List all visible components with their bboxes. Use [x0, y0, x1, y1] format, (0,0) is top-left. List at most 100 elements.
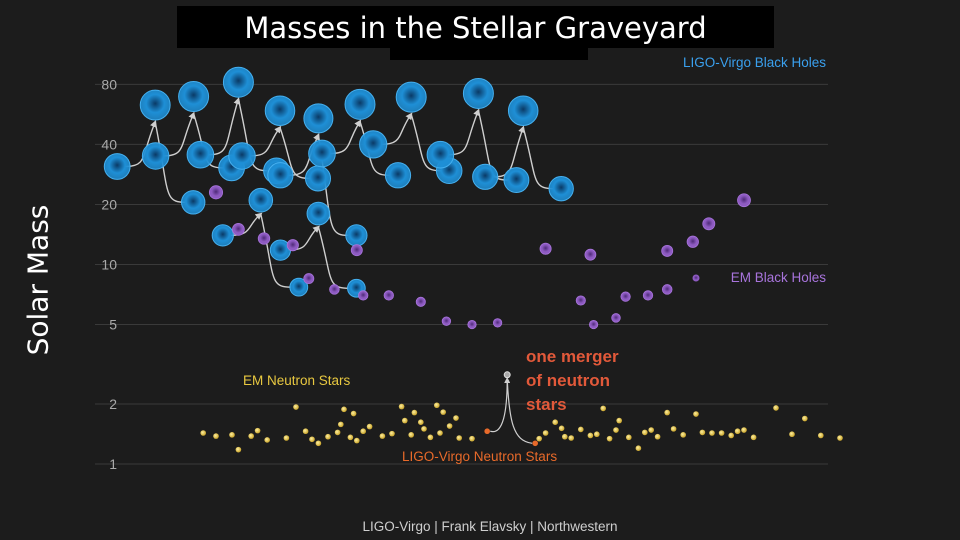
em-ns-point-27 — [418, 419, 424, 426]
em-bh-point-5 — [329, 284, 340, 295]
em-ns-point-37 — [536, 435, 542, 442]
em-ns-point-10 — [309, 436, 315, 443]
em-bh-point-22 — [702, 217, 716, 231]
em-ns-point-61 — [718, 430, 725, 436]
em-ns-point-38 — [542, 430, 549, 436]
legend-ligo-black-holes: LIGO-Virgo Black Holes — [683, 55, 826, 70]
em-ns-point-4 — [248, 433, 254, 439]
em-ns-point-49 — [616, 417, 622, 424]
em-ns-point-57 — [680, 432, 686, 438]
em-ns-point-55 — [664, 409, 670, 416]
em-ns-point-53 — [648, 427, 654, 433]
em-ns-point-42 — [568, 435, 574, 441]
em-bh-point-14 — [575, 295, 586, 306]
em-bh-point-10 — [441, 316, 452, 326]
em-ns-point-5 — [254, 427, 261, 434]
em-bh-point-12 — [492, 318, 503, 328]
ligo-bh-merger-0-component-1 — [103, 153, 131, 180]
ligo-bh-merger-5-component-1 — [308, 139, 336, 168]
em-ns-point-68 — [802, 415, 808, 422]
ligo-bh-merger-2-component-1 — [186, 140, 215, 169]
em-ns-point-36 — [469, 435, 475, 442]
y-tick-label: 2 — [109, 396, 117, 412]
em-bh-point-7 — [358, 290, 369, 301]
em-ns-point-15 — [341, 406, 347, 413]
em-ns-point-65 — [750, 434, 757, 441]
y-tick-label: 5 — [109, 317, 117, 333]
em-ns-point-69 — [818, 432, 824, 439]
legend-ligo-neutron-stars: LIGO-Virgo Neutron Stars — [402, 449, 557, 464]
ligo-bh-merger-9-remnant — [248, 187, 274, 213]
ligo-ns-merger-link-2 — [506, 378, 533, 444]
em-ns-point-52 — [642, 429, 648, 436]
annotation: one merger of neutron stars — [526, 347, 619, 414]
em-bh-point-13 — [539, 242, 552, 255]
em-bh-point-8 — [383, 290, 394, 301]
em-ns-point-14 — [338, 421, 344, 428]
em-bh-point-9 — [415, 296, 426, 307]
ligo-bh-merger-8-link-1 — [493, 125, 525, 178]
em-ns-point-66 — [773, 405, 779, 411]
em-ns-point-40 — [558, 425, 565, 432]
em-ns-point-16 — [347, 434, 354, 441]
annotation-line-2: of neutron — [526, 371, 610, 390]
ligo-bh-merger-2-link-1 — [208, 97, 241, 156]
em-ns-point-6 — [264, 437, 271, 443]
em-ns-point-54 — [654, 433, 661, 440]
y-tick-label: 20 — [101, 196, 117, 212]
y-tick-label: 1 — [109, 456, 117, 472]
ligo-bh-merger-7-remnant — [462, 77, 494, 109]
em-ns-point-44 — [587, 432, 594, 439]
em-bh-point-4 — [303, 273, 315, 285]
y-tick-label: 10 — [101, 257, 117, 273]
ligo-bh-merger-0-link-2 — [154, 121, 186, 204]
ligo-bh-merger-4-remnant — [303, 103, 334, 134]
em-bh-point-11 — [467, 319, 477, 330]
em-bh-point-3 — [286, 239, 299, 252]
ligo-bh-merger-7-link-1 — [448, 108, 480, 156]
em-ns-point-48 — [613, 427, 619, 433]
ligo-bh-merger-9-link-2 — [260, 213, 291, 288]
em-bh-point-21 — [686, 235, 699, 248]
legend-em-bh-swatch — [692, 274, 700, 282]
credit-text: LIGO-Virgo | Frank Elavsky | Northwester… — [362, 519, 617, 534]
ligo-bh-merger-6-link-2 — [410, 113, 442, 172]
em-ns-point-3 — [235, 446, 242, 453]
ligo-ns-remnant — [503, 371, 511, 379]
em-bh-point-17 — [611, 313, 621, 323]
em-ns-point-46 — [600, 405, 606, 412]
em-ns-point-30 — [434, 402, 440, 409]
ligo-bh-merger-10-remnant — [306, 201, 331, 226]
em-ns-point-63 — [734, 428, 741, 435]
y-tick-label: 80 — [101, 76, 117, 92]
em-ns-point-62 — [728, 432, 734, 439]
em-ns-point-56 — [670, 426, 677, 432]
em-ns-point-26 — [411, 409, 418, 416]
em-bh-point-18 — [620, 291, 631, 302]
em-ns-point-64 — [741, 427, 747, 433]
ligo-bh-merger-2-remnant — [222, 66, 254, 98]
em-ns-point-20 — [366, 423, 373, 430]
em-ns-point-7 — [283, 435, 290, 441]
ligo-bh-merger-9-component-1 — [211, 224, 234, 247]
em-ns-point-43 — [578, 426, 584, 433]
em-ns-point-58 — [693, 411, 699, 417]
em-ns-point-51 — [635, 445, 642, 452]
em-ns-point-39 — [552, 419, 558, 426]
ligo-bh-merger-9-component-2 — [289, 277, 309, 297]
annotation-line-1: one merger — [526, 347, 619, 366]
ligo-bh-merger-5-component-2 — [384, 162, 412, 189]
ligo-bh-merger-3-component-1 — [228, 142, 256, 170]
ligo-ns-component-1 — [484, 428, 491, 435]
ligo-bh-merger-8-component-1 — [472, 163, 499, 190]
em-ns-point-32 — [440, 409, 447, 415]
em-ns-point-29 — [427, 434, 434, 441]
em-bh-point-20 — [661, 244, 674, 257]
em-bh-point-16 — [584, 248, 597, 261]
ligo-bh-merger-10-link-2 — [317, 226, 349, 289]
em-bh-point-1 — [232, 223, 245, 236]
em-ns-point-60 — [709, 430, 715, 436]
em-ns-point-70 — [837, 435, 843, 441]
em-ns-point-24 — [402, 417, 408, 424]
title-box — [177, 6, 774, 48]
